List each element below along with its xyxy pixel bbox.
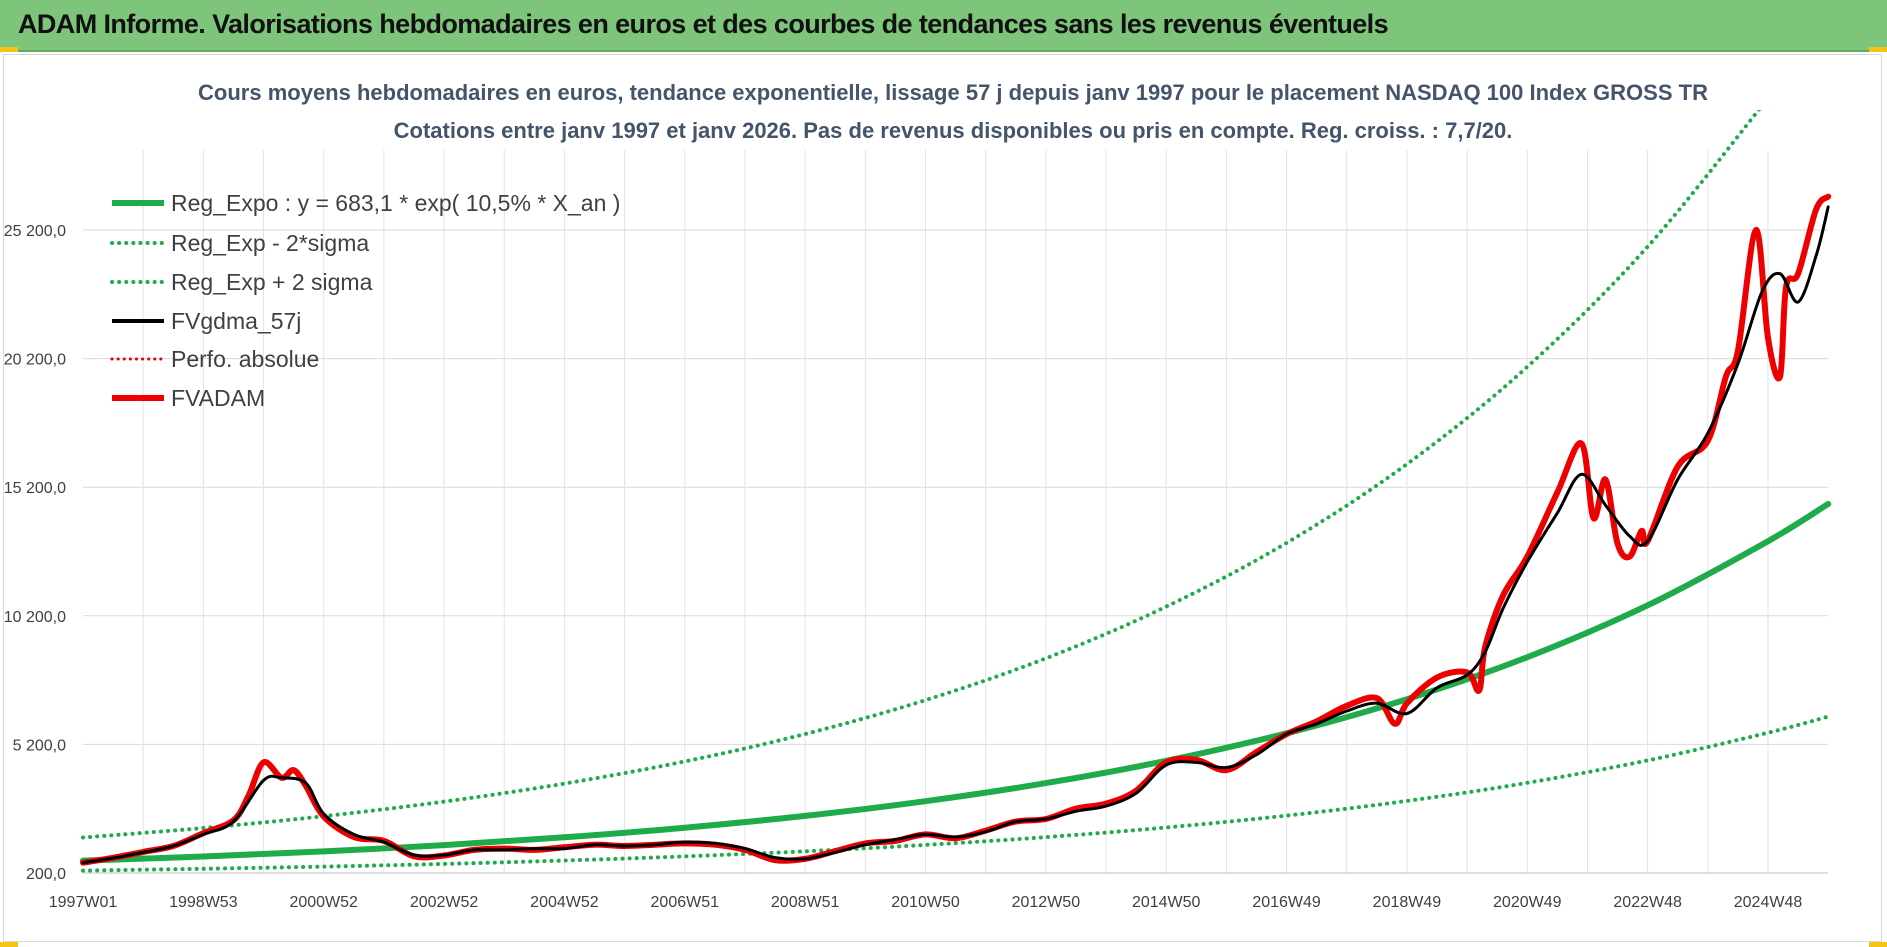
x-tick-label: 2008W51 [771, 894, 840, 911]
legend-label-reg-expo: Reg_Expo : y = 683,1 * exp( 10,5% * X_an… [171, 190, 620, 216]
x-tick-label: 1998W53 [169, 894, 238, 911]
tick-labels: 200,0 5 200,0 10 200,0 15 200,0 20 200,0 25 2… [4, 223, 1803, 911]
x-tick-label: 2006W51 [651, 894, 720, 911]
corner-marker-right [1869, 47, 1887, 52]
legend-label-reg-exp-plus: Reg_Exp + 2 sigma [171, 269, 373, 295]
x-tick-label: 2010W50 [891, 894, 960, 911]
series-reg-expo [80, 500, 1832, 864]
series-reg-exp-minus-2sigma [81, 714, 1831, 873]
series-fvgdma-57j [81, 205, 1830, 865]
legend-label-fvgdma: FVgdma_57j [171, 308, 301, 334]
chart-area [3, 54, 1882, 942]
y-tick-label: 15 200,0 [4, 480, 66, 497]
x-tick-label: 2014W50 [1132, 894, 1201, 911]
y-tick-label: 10 200,0 [4, 609, 66, 626]
series-fvadam [80, 193, 1832, 866]
x-tick-label: 2002W52 [410, 894, 479, 911]
y-tick-label: 20 200,0 [4, 352, 66, 369]
corner-marker-left [0, 47, 18, 52]
chart-title: Cours moyens hebdomadaires en euros, ten… [198, 80, 1708, 105]
x-tick-label: 2022W48 [1613, 894, 1682, 911]
x-tick-label: 2016W49 [1252, 894, 1321, 911]
x-tick-label: 2004W52 [530, 894, 599, 911]
x-tick-label: 2020W49 [1493, 894, 1562, 911]
header-banner: ADAM Informe. Valorisations hebdomadaire… [0, 0, 1887, 52]
chart-subtitle: Cotations entre janv 1997 et janv 2026. … [394, 118, 1513, 143]
grid-layer [83, 150, 1828, 874]
series-layer [80, 110, 1832, 873]
y-tick-label: 5 200,0 [13, 737, 66, 754]
y-tick-label: 200,0 [26, 866, 66, 883]
x-tick-label: 2018W49 [1373, 894, 1442, 911]
x-tick-label: 2024W48 [1734, 894, 1803, 911]
corner-marker-bottom-left [0, 942, 18, 947]
y-tick-label: 25 200,0 [4, 223, 66, 240]
corner-marker-bottom-right [1869, 942, 1887, 947]
legend-label-reg-exp-minus: Reg_Exp - 2*sigma [171, 230, 369, 256]
legend-label-fvadam: FVADAM [171, 385, 265, 411]
legend-label-perfo-absolue: Perfo. absolue [171, 346, 319, 372]
series-reg-exp-plus-2sigma [81, 110, 1762, 840]
x-tick-label: 2012W50 [1012, 894, 1081, 911]
banner-title: ADAM Informe. Valorisations hebdomadaire… [18, 9, 1389, 39]
x-tick-label: 1997W01 [49, 894, 118, 911]
legend: Reg_Expo : y = 683,1 * exp( 10,5% * X_an… [110, 190, 620, 411]
x-tick-label: 2000W52 [289, 894, 358, 911]
